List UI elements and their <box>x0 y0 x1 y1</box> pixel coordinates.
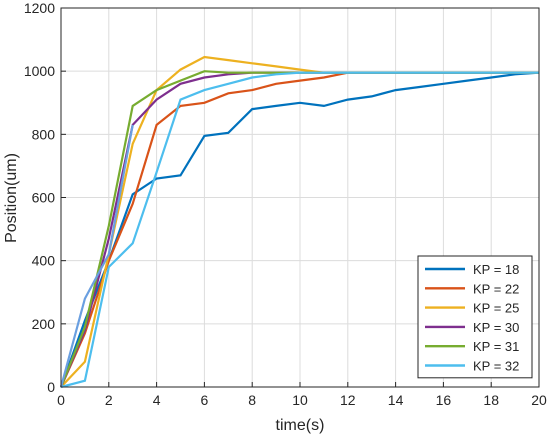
x-tick-label: 14 <box>388 392 404 408</box>
legend-label: KP = 22 <box>473 281 519 296</box>
x-tick-label: 0 <box>57 392 65 408</box>
y-tick-label: 600 <box>32 190 56 206</box>
x-tick-label: 12 <box>340 392 356 408</box>
legend-label: KP = 32 <box>473 359 519 374</box>
y-tick-label: 800 <box>32 126 56 142</box>
y-tick-label: 1000 <box>24 63 55 79</box>
x-tick-label: 4 <box>153 392 161 408</box>
legend-label: KP = 18 <box>473 262 519 277</box>
series-line-0 <box>59 71 540 388</box>
legend: KP = 18 KP = 22 KP = 25 KP = 30 KP = 31 KP = … <box>417 255 533 379</box>
y-tick-label: 1200 <box>24 0 55 16</box>
legend-label: KP = 30 <box>473 320 519 335</box>
legend-label: KP = 25 <box>473 301 519 316</box>
y-tick-label: 200 <box>32 316 56 332</box>
x-tick-label: 2 <box>105 392 113 408</box>
x-tick-label: 10 <box>292 392 308 408</box>
y-axis-label: Position(um) <box>3 153 20 243</box>
x-tick-label: 6 <box>201 392 209 408</box>
x-tick-label: 8 <box>248 392 256 408</box>
legend-box <box>417 255 533 379</box>
y-tick-label: 0 <box>47 379 55 395</box>
x-tick-label: 18 <box>483 392 499 408</box>
series-line-5 <box>60 71 539 389</box>
series-lines <box>59 55 540 389</box>
series-line-6 <box>59 124 134 388</box>
legend-label: KP = 31 <box>473 339 519 354</box>
y-tick-label: 400 <box>32 253 56 269</box>
x-tick-label: 20 <box>531 392 547 408</box>
x-tick-label: 16 <box>436 392 452 408</box>
x-axis-label: time(s) <box>276 417 325 434</box>
